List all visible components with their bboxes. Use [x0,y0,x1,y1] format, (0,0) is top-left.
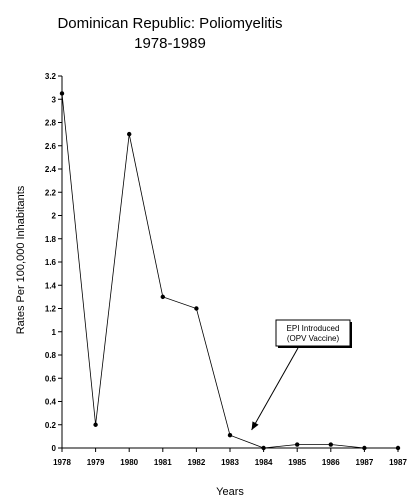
x-tick-label: 1978 [53,458,71,467]
x-tick-label: 1981 [154,458,172,467]
y-tick-label: 1.4 [45,281,57,290]
annotation-line1: EPI Introduced [287,324,340,333]
data-point [194,306,199,311]
data-point [127,131,132,137]
y-tick-label: 1.6 [45,258,57,267]
annotation-box [275,319,351,347]
x-tick-label: 1980 [120,458,138,467]
y-tick-label: 0.8 [45,351,57,360]
annotation-arrow-shaft [251,347,299,431]
y-tick-label: 1.2 [45,305,57,314]
data-point [328,442,333,447]
data-point [261,445,266,451]
y-tick-label: 3.2 [45,72,57,81]
y-tick-label: 2.2 [45,188,57,197]
annotation-line2: (OPV Vaccine) [287,334,340,343]
x-tick-label: 1982 [188,458,206,467]
data-point [395,445,401,451]
x-tick-label: 1986 [322,458,340,467]
series-line [61,93,398,449]
x-axis-title: Years [216,486,244,498]
chart-axes: 0 0.2 0.4 0.6 0.8 1 1.2 1.4 1.6 1.8 2 2.2 2.4 2.6 2.8 3… [45,72,408,467]
data-point [295,442,300,447]
y-tick-label: 2.6 [45,142,57,151]
y-tick-label: 1.8 [45,235,57,244]
y-tick-label: 0.2 [45,421,57,430]
y-tick-label: 2.8 [45,119,57,128]
x-tick-label: 1984 [255,458,273,467]
chart-title-main: Dominican Republic: Poliomyelitis [57,15,283,32]
y-tick-label: 0.4 [45,398,57,407]
data-point [93,422,98,427]
data-point [362,445,367,451]
chart-title: Dominican Republic: Poliomyelitis 1978-1… [0,14,340,54]
data-point [227,433,233,438]
annotation-arrow-head [251,421,259,430]
y-tick-label: 2 [52,212,57,221]
data-point [59,91,65,96]
chart-annotation: EPI Introduced(OPV Vaccine) [251,319,352,431]
x-tick-label: 1979 [87,458,105,467]
y-tick-label: 0.6 [45,374,57,383]
x-tick-label: 1983 [221,458,239,467]
x-tick-label: 1987 [356,458,374,467]
chart-subtitle: 1978-1989 [134,35,206,52]
x-tick-label: 1987 [389,458,407,467]
x-tick-label: 1985 [288,458,306,467]
y-axis-title: Rates Per 100,000 Inhabitants [15,185,27,334]
data-point [160,294,165,300]
y-tick-label: 2.4 [45,165,57,174]
chart-series [59,91,401,451]
y-tick-label: 3 [52,95,57,104]
y-tick-label: 0 [52,444,57,453]
y-tick-label: 1 [52,328,57,337]
